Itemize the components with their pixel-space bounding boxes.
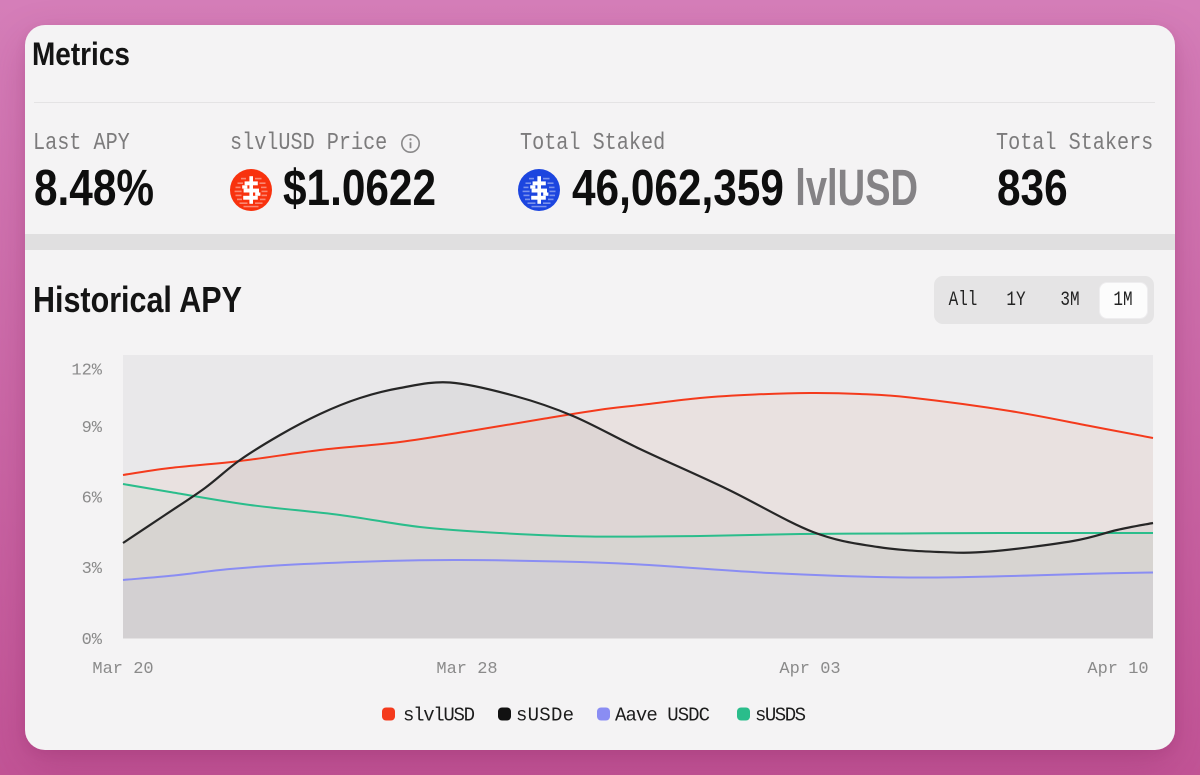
svg-text:slvlUSD: slvlUSD — [403, 705, 475, 727]
svg-text:3%: 3% — [82, 560, 103, 579]
svg-text:Mar 20: Mar 20 — [92, 660, 153, 679]
svg-text:0%: 0% — [82, 631, 103, 650]
svg-text:sUSDS: sUSDS — [755, 705, 806, 727]
svg-text:Apr 03: Apr 03 — [779, 660, 840, 679]
svg-text:Mar 28: Mar 28 — [436, 660, 497, 679]
svg-text:6%: 6% — [82, 489, 103, 508]
svg-text:12%: 12% — [71, 361, 102, 380]
svg-text:Apr 10: Apr 10 — [1087, 660, 1148, 679]
svg-text:Aave USDC: Aave USDC — [615, 705, 710, 727]
svg-text:9%: 9% — [82, 419, 103, 438]
svg-text:sUSDe: sUSDe — [516, 705, 574, 727]
